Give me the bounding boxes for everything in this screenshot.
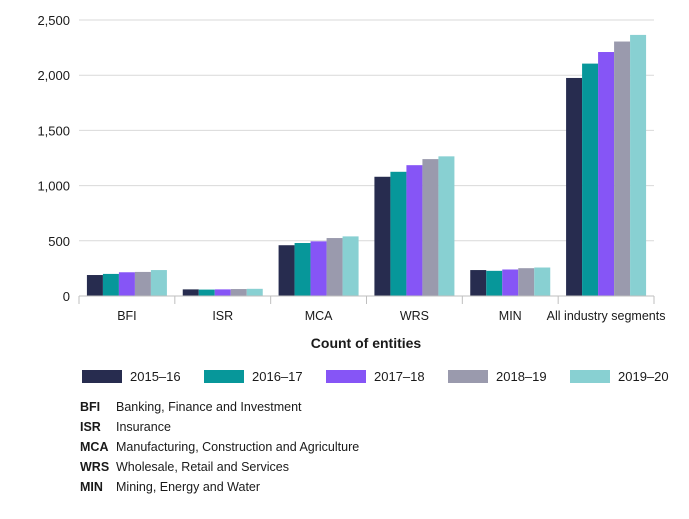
bar-wrs-4 bbox=[422, 159, 439, 296]
abbreviation-code: ISR bbox=[80, 420, 101, 434]
legend-swatch bbox=[448, 369, 488, 383]
bar-isr-3 bbox=[214, 289, 231, 296]
abbreviation-label: Wholesale, Retail and Services bbox=[116, 460, 289, 474]
bar-isr-5 bbox=[246, 288, 263, 296]
legend-swatch bbox=[326, 369, 366, 383]
abbreviation-list: BFI Banking, Finance and Investment ISR Ins… bbox=[80, 397, 359, 497]
abbreviation-label: Banking, Finance and Investment bbox=[116, 400, 302, 414]
x-tick-label: BFI bbox=[117, 309, 136, 323]
abbreviation-label: Insurance bbox=[116, 420, 171, 434]
legend-label: 2019–20 bbox=[618, 368, 669, 384]
legend-swatch bbox=[570, 369, 610, 383]
bar-wrs-5 bbox=[438, 156, 455, 296]
abbreviation-code: BFI bbox=[80, 400, 101, 414]
abbreviation-code: MIN bbox=[80, 480, 103, 494]
bar-mca-5 bbox=[342, 236, 359, 296]
bar-all-industry-segments-2 bbox=[582, 63, 599, 296]
legend-item: 2019–20 bbox=[570, 366, 669, 386]
bars bbox=[86, 34, 647, 297]
bar-mca-2 bbox=[294, 243, 311, 296]
legend-item: 2016–17 bbox=[204, 366, 303, 386]
bar-mca-4 bbox=[326, 238, 343, 296]
y-tick-label: 2,500 bbox=[37, 13, 70, 28]
bar-all-industry-segments-5 bbox=[630, 34, 647, 297]
abbreviation-row: BFI Banking, Finance and Investment bbox=[80, 397, 359, 417]
bar-min-5 bbox=[534, 267, 551, 296]
legend-label: 2016–17 bbox=[252, 368, 303, 384]
gridlines bbox=[79, 19, 654, 242]
bar-isr-1 bbox=[182, 289, 199, 296]
abbreviation-row: MIN Mining, Energy and Water bbox=[80, 477, 359, 497]
abbreviation-label: Mining, Energy and Water bbox=[116, 480, 261, 494]
y-axis-ticks: 0 500 1,000 1,500 2,000 2,500 bbox=[37, 13, 70, 304]
bar-bfi-5 bbox=[150, 270, 167, 296]
x-tick-label: MCA bbox=[305, 309, 333, 323]
legend-swatch bbox=[82, 369, 122, 383]
bar-chart: 0 500 1,000 1,500 2,000 2,500 BFI ISR MCA WRS MIN… bbox=[37, 13, 666, 351]
bar-wrs-2 bbox=[390, 171, 407, 296]
legend-item: 2015–16 bbox=[82, 366, 181, 386]
abbreviation-code: WRS bbox=[80, 460, 110, 474]
y-tick-label: 0 bbox=[63, 289, 70, 304]
bar-all-industry-segments-4 bbox=[614, 41, 631, 296]
bar-wrs-3 bbox=[406, 165, 423, 296]
legend-item: 2018–19 bbox=[448, 366, 547, 386]
bar-min-2 bbox=[486, 270, 503, 296]
legend-item: 2017–18 bbox=[326, 366, 425, 386]
y-tick-label: 2,000 bbox=[37, 68, 70, 83]
bar-min-4 bbox=[518, 268, 535, 296]
abbreviation-label: Manufacturing, Construction and Agricult… bbox=[116, 440, 360, 454]
bar-mca-3 bbox=[310, 241, 327, 296]
legend-label: 2017–18 bbox=[374, 368, 425, 384]
bar-bfi-4 bbox=[134, 271, 151, 296]
x-axis: BFI ISR MCA WRS MIN All industry segments bbox=[78, 295, 666, 323]
bar-all-industry-segments-1 bbox=[566, 77, 583, 297]
bar-mca-1 bbox=[278, 245, 295, 296]
legend-label: 2015–16 bbox=[130, 368, 181, 384]
abbreviation-row: MCA Manufacturing, Construction and Agric… bbox=[80, 437, 359, 457]
abbreviation-row: WRS Wholesale, Retail and Services bbox=[80, 457, 359, 477]
bar-isr-4 bbox=[230, 289, 247, 296]
bar-bfi-1 bbox=[86, 275, 103, 296]
y-tick-label: 1,000 bbox=[37, 179, 70, 194]
bar-min-3 bbox=[502, 269, 519, 296]
bar-wrs-1 bbox=[374, 176, 391, 296]
x-tick-label: WRS bbox=[400, 309, 429, 323]
abbreviation-row: ISR Insurance bbox=[80, 417, 359, 437]
y-tick-label: 1,500 bbox=[37, 123, 70, 138]
x-axis-title: Count of entities bbox=[311, 335, 422, 351]
chart-legend: 2015–16 2016–17 2017–18 2018–19 2019–20 bbox=[82, 366, 672, 386]
x-tick-label: All industry segments bbox=[547, 309, 666, 323]
bar-isr-2 bbox=[198, 289, 215, 296]
legend-swatch bbox=[204, 369, 244, 383]
legend-label: 2018–19 bbox=[496, 368, 547, 384]
x-tick-label: ISR bbox=[212, 309, 233, 323]
bar-min-1 bbox=[470, 270, 487, 296]
bar-bfi-3 bbox=[118, 272, 135, 296]
abbreviation-code: MCA bbox=[80, 440, 109, 454]
y-tick-label: 500 bbox=[48, 234, 70, 249]
bar-bfi-2 bbox=[102, 273, 119, 296]
bar-all-industry-segments-3 bbox=[598, 52, 615, 297]
x-tick-label: MIN bbox=[499, 309, 522, 323]
